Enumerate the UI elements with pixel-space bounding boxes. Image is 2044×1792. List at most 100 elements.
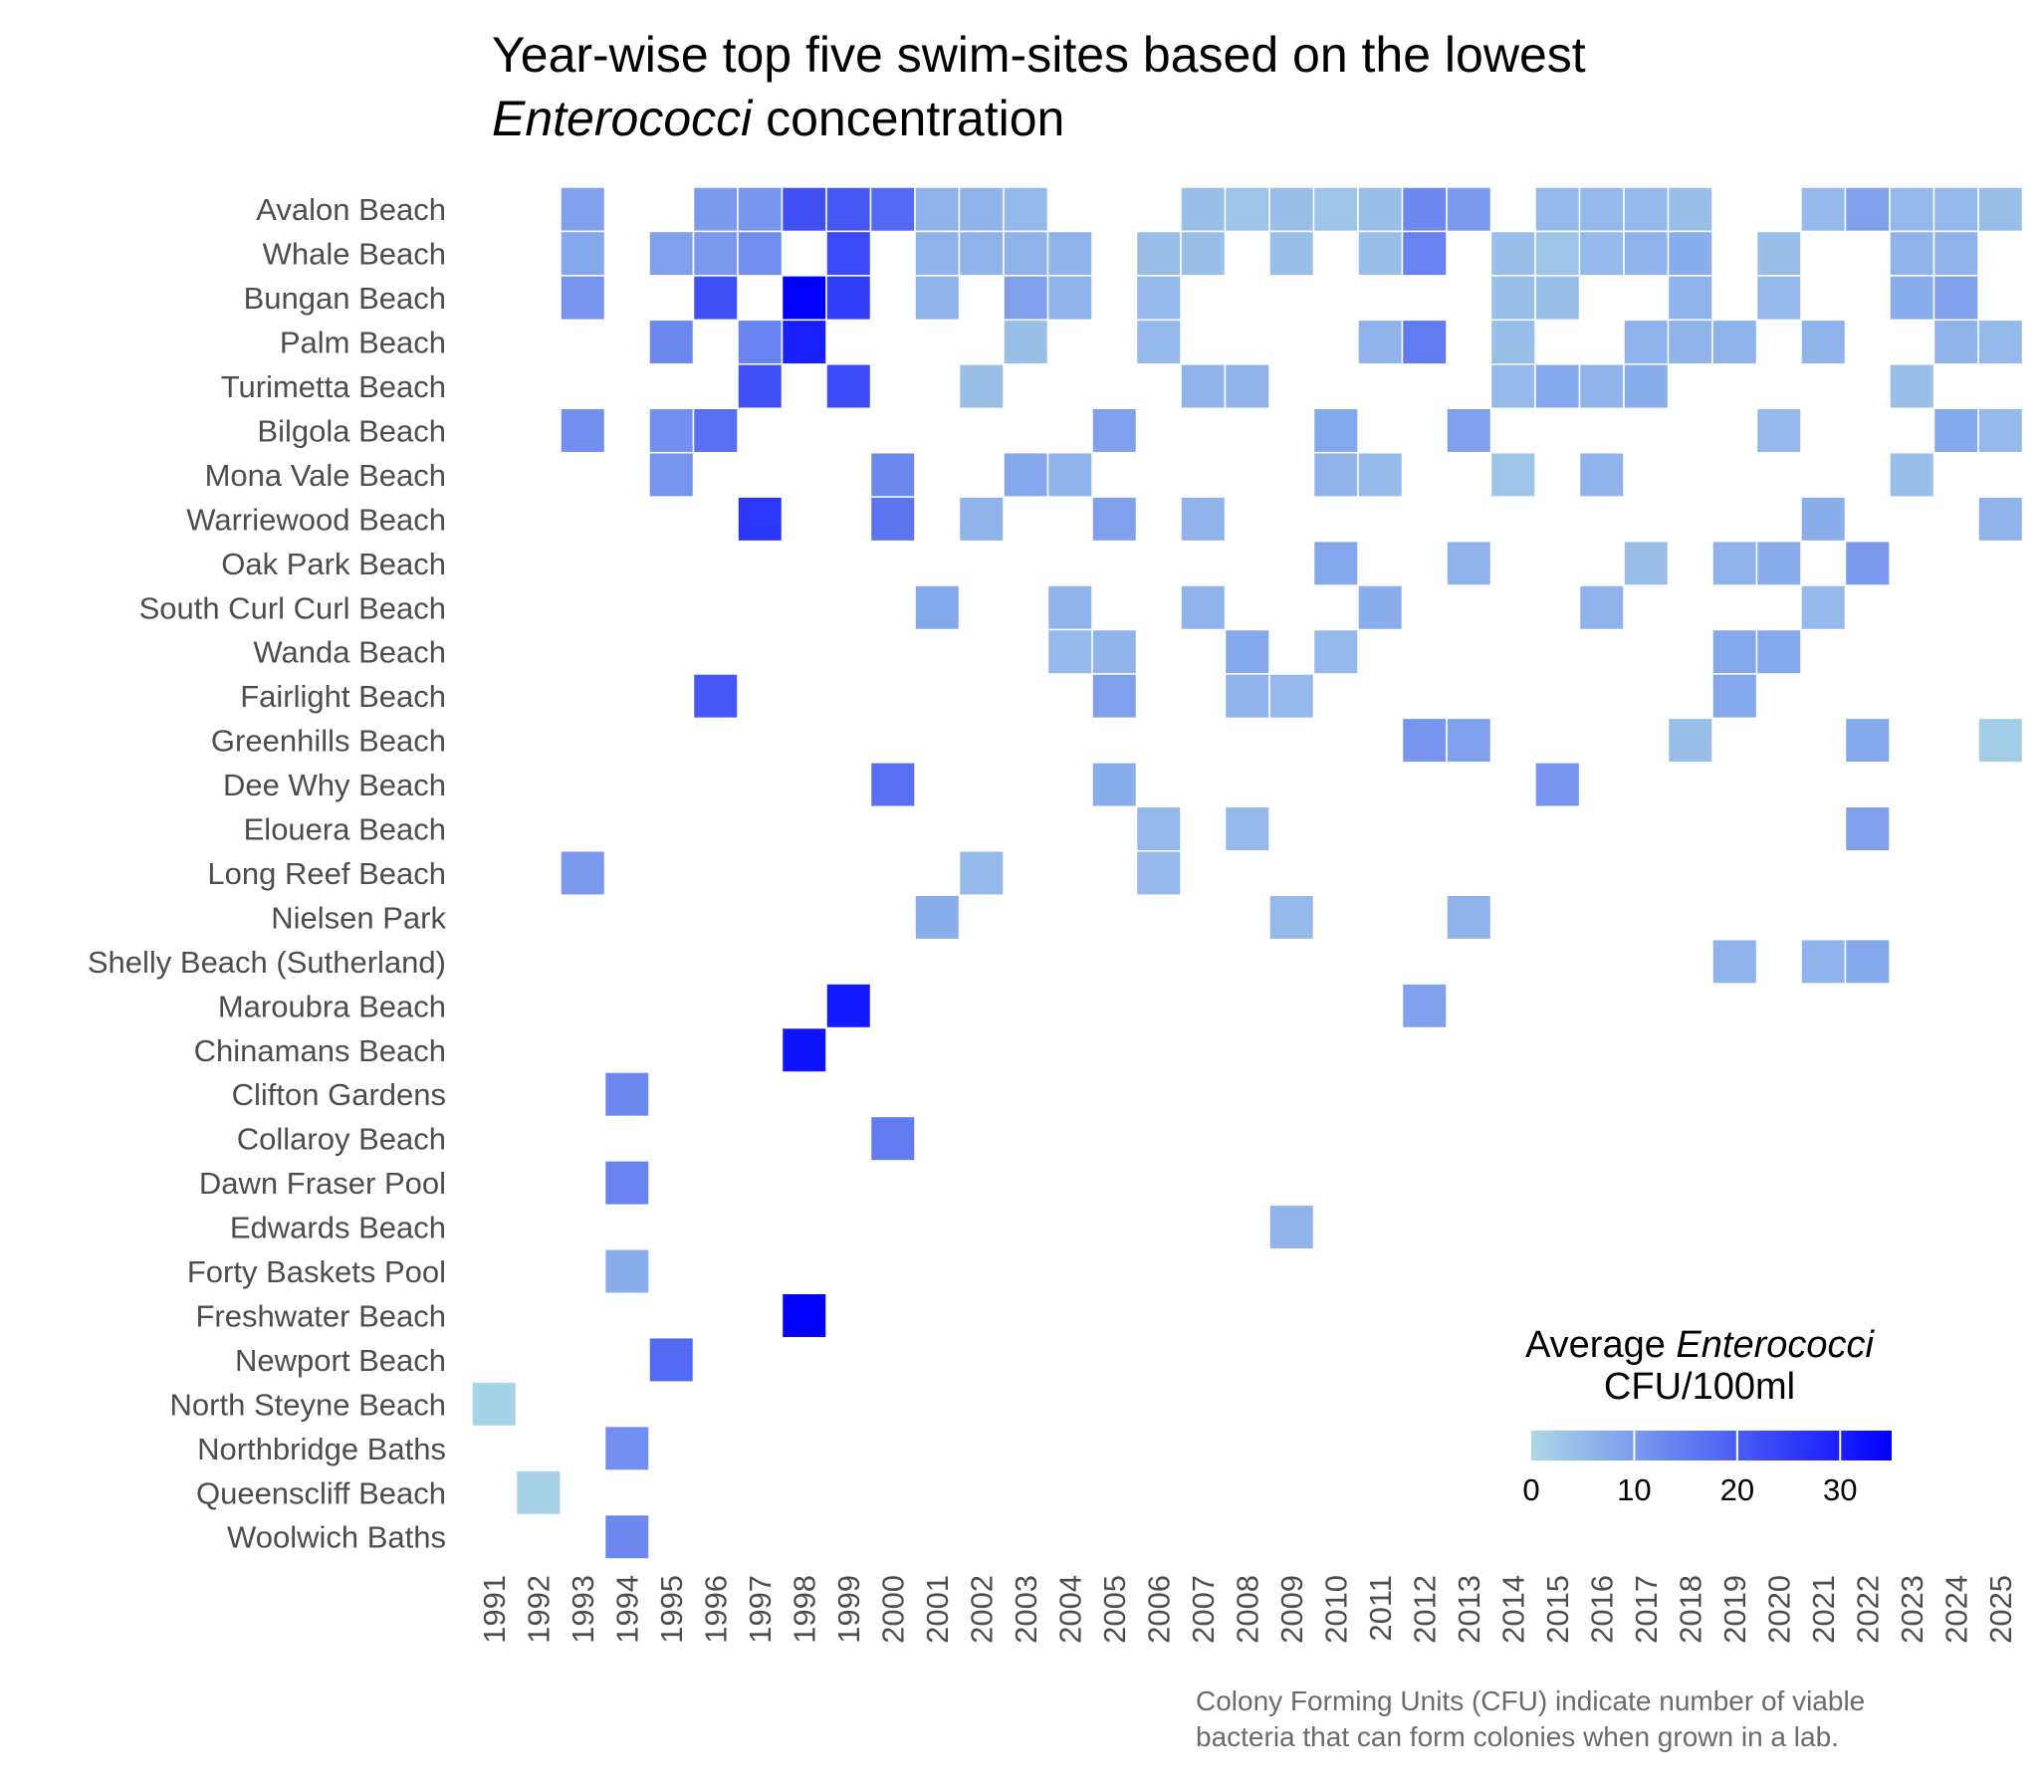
- site-label-northbridge-baths: Northbridge Baths: [197, 1432, 446, 1466]
- site-label-fairlight-beach: Fairlight Beach: [240, 679, 446, 714]
- heatmap-cell-turimetta-beach-2014: [1489, 363, 1536, 409]
- heatmap-cell-whale-beach-1999: [825, 230, 872, 277]
- heatmap-cell-whale-beach-2014: [1489, 230, 1536, 277]
- heatmap-cell-avalon-beach-2017: [1623, 186, 1670, 233]
- heatmap-cell-elouera-beach-2022: [1844, 805, 1891, 852]
- heatmap-cell-bilgola-beach-1995: [648, 407, 695, 454]
- site-label-shelly-beach-sutherland: Shelly Beach (Sutherland): [88, 945, 446, 980]
- legend-title-italic: Enterococci: [1676, 1324, 1875, 1366]
- year-label-1993: 1993: [566, 1575, 600, 1644]
- site-label-woolwich-baths: Woolwich Baths: [227, 1520, 446, 1555]
- heatmap-cell-bungan-beach-1993: [560, 275, 606, 322]
- heatmap-cell-greenhills-beach-2013: [1446, 717, 1492, 764]
- heatmap-cell-avalon-beach-2024: [1932, 186, 1979, 233]
- site-label-newport-beach: Newport Beach: [235, 1343, 446, 1378]
- heatmap-cell-fairlight-beach-1996: [692, 673, 739, 720]
- heatmap-cell-mona-vale-beach-2004: [1046, 451, 1093, 498]
- heatmap-cell-nielsen-park-2013: [1446, 894, 1492, 941]
- heatmap-cell-palm-beach-2019: [1711, 319, 1758, 365]
- site-label-north-steyne-beach: North Steyne Beach: [170, 1387, 446, 1422]
- chart-title-line1: Year-wise top five swim-sites based on t…: [492, 27, 1586, 83]
- site-label-forty-baskets-pool: Forty Baskets Pool: [187, 1254, 446, 1289]
- heatmap-cell-warriewood-beach-2025: [1977, 496, 2024, 543]
- heatmap-cell-dee-why-beach-2015: [1534, 762, 1581, 808]
- caption-line2: bacteria that can form colonies when gro…: [1196, 1721, 1839, 1752]
- heatmap-cell-south-curl-curl-beach-2011: [1357, 584, 1404, 631]
- heatmap-cell-mona-vale-beach-1995: [648, 451, 695, 498]
- heatmap-cell-bungan-beach-2020: [1755, 275, 1802, 322]
- heatmap-cell-greenhills-beach-2012: [1401, 717, 1448, 764]
- site-label-bungan-beach: Bungan Beach: [244, 281, 446, 316]
- year-label-2012: 2012: [1408, 1575, 1443, 1644]
- heatmap-cell-elouera-beach-2006: [1135, 805, 1182, 852]
- heatmap-cell-oak-park-beach-2022: [1844, 540, 1891, 586]
- heatmap-cell-south-curl-curl-beach-2016: [1578, 584, 1625, 631]
- heatmap-cell-avalon-beach-2008: [1224, 186, 1270, 233]
- heatmap-cell-palm-beach-2017: [1623, 319, 1670, 365]
- legend-title-line2: CFU/100ml: [1604, 1366, 1795, 1408]
- site-label-greenhills-beach: Greenhills Beach: [211, 724, 446, 759]
- heatmap-cell-bungan-beach-2014: [1489, 275, 1536, 322]
- year-label-1999: 1999: [831, 1575, 866, 1644]
- year-label-2025: 2025: [1983, 1575, 2018, 1644]
- heatmap-cell-palm-beach-2012: [1401, 319, 1448, 365]
- year-label-1994: 1994: [610, 1575, 645, 1644]
- site-label-wanda-beach: Wanda Beach: [253, 635, 446, 670]
- year-label-2016: 2016: [1585, 1575, 1620, 1644]
- heatmap-cell-avalon-beach-2011: [1357, 186, 1404, 233]
- heatmap-cell-bilgola-beach-1993: [560, 407, 606, 454]
- site-label-dee-why-beach: Dee Why Beach: [223, 768, 446, 802]
- heatmap-cell-oak-park-beach-2013: [1446, 540, 1492, 586]
- heatmap-cell-bungan-beach-2004: [1046, 275, 1093, 322]
- heatmap-cell-warriewood-beach-2021: [1800, 496, 1847, 543]
- heatmap-cell-avalon-beach-2009: [1268, 186, 1315, 233]
- heatmap-cell-shelly-beach-sutherland-2019: [1711, 938, 1758, 985]
- heatmap-cell-fairlight-beach-2019: [1711, 673, 1758, 720]
- heatmap-cell-palm-beach-2014: [1489, 319, 1536, 365]
- heatmap-cell-queenscliff-beach-1992: [515, 1469, 562, 1516]
- heatmap-cell-long-reef-beach-1993: [560, 850, 606, 896]
- heatmap-cell-south-curl-curl-beach-2001: [914, 584, 961, 631]
- heatmap-cell-warriewood-beach-2005: [1091, 496, 1138, 543]
- heatmap-cell-avalon-beach-2010: [1312, 186, 1359, 233]
- heatmap-cells: [471, 186, 2024, 1560]
- heatmap-cell-turimetta-beach-2017: [1623, 363, 1670, 409]
- year-label-2023: 2023: [1895, 1575, 1930, 1644]
- heatmap-cell-fairlight-beach-2005: [1091, 673, 1138, 720]
- heatmap-cell-whale-beach-2020: [1755, 230, 1802, 277]
- site-label-palm-beach: Palm Beach: [280, 326, 446, 360]
- year-label-2018: 2018: [1674, 1575, 1708, 1644]
- year-label-2020: 2020: [1762, 1575, 1797, 1644]
- heatmap-cell-palm-beach-1995: [648, 319, 695, 365]
- site-label-freshwater-beach: Freshwater Beach: [195, 1298, 446, 1333]
- heatmap-cell-fairlight-beach-2009: [1268, 673, 1315, 720]
- heatmap-cell-oak-park-beach-2019: [1711, 540, 1758, 586]
- heatmap-cell-avalon-beach-2022: [1844, 186, 1891, 233]
- heatmap-cell-mona-vale-beach-2000: [869, 451, 916, 498]
- year-label-2008: 2008: [1231, 1575, 1265, 1644]
- year-label-2013: 2013: [1452, 1575, 1486, 1644]
- heatmap-cell-turimetta-beach-2002: [958, 363, 1005, 409]
- heatmap-cell-forty-baskets-pool-1994: [603, 1248, 650, 1295]
- site-label-mona-vale-beach: Mona Vale Beach: [205, 458, 446, 493]
- heatmap-cell-nielsen-park-2009: [1268, 894, 1315, 941]
- year-label-2014: 2014: [1496, 1575, 1531, 1644]
- heatmap-cell-bilgola-beach-2024: [1932, 407, 1979, 454]
- heatmap-cell-turimetta-beach-1999: [825, 363, 872, 409]
- heatmap-cell-whale-beach-2017: [1623, 230, 1670, 277]
- heatmap-cell-oak-park-beach-2017: [1623, 540, 1670, 586]
- legend-tick-label-10: 10: [1617, 1472, 1651, 1507]
- heatmap-cell-wanda-beach-2005: [1091, 628, 1138, 675]
- heatmap-cell-turimetta-beach-2023: [1889, 363, 1935, 409]
- heatmap-cell-shelly-beach-sutherland-2022: [1844, 938, 1891, 985]
- heatmap-cell-maroubra-beach-2012: [1401, 983, 1448, 1029]
- heatmap-cell-avalon-beach-2016: [1578, 186, 1625, 233]
- heatmap-cell-whale-beach-2012: [1401, 230, 1448, 277]
- legend-tick-label-0: 0: [1522, 1472, 1539, 1507]
- color-legend: Average Enterococci CFU/100ml 0 10 20 30: [1522, 1324, 1892, 1507]
- heatmap-cell-woolwich-baths-1994: [603, 1513, 650, 1560]
- heatmap-cell-whale-beach-2002: [958, 230, 1005, 277]
- site-label-warriewood-beach: Warriewood Beach: [186, 502, 446, 537]
- heatmap-cell-bungan-beach-2001: [914, 275, 961, 322]
- heatmap-cell-dee-why-beach-2000: [869, 762, 916, 808]
